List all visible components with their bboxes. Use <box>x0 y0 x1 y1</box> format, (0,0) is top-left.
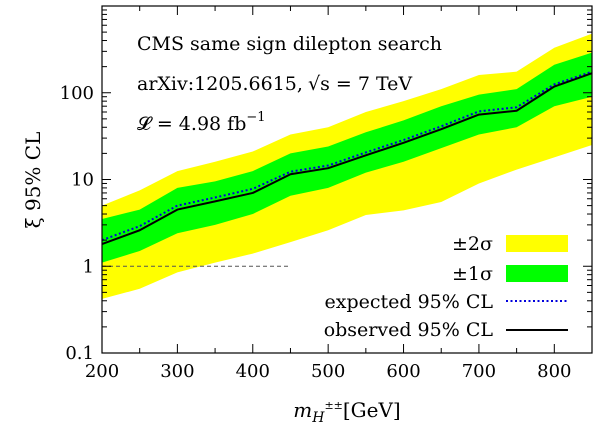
annotation-lumi-exp: −1 <box>246 110 265 125</box>
annotation-lumi-main: 𝓛 = 4.98 fb <box>137 113 246 135</box>
x-tick-label: 500 <box>311 361 345 382</box>
x-axis-title: mH±±[GeV] <box>293 398 401 424</box>
x-axis-title-sub: H <box>311 410 325 424</box>
y-axis-title: ξ 95% CL <box>21 132 45 229</box>
annotation-arxiv: arXiv:1205.6615, <box>137 73 303 95</box>
y-tick-label: 100 <box>60 83 94 104</box>
x-axis-title-sup: ±± <box>324 399 342 412</box>
x-tick-label: 800 <box>537 361 571 382</box>
x-tick-label: 400 <box>236 361 270 382</box>
x-tick-label: 700 <box>462 361 496 382</box>
annotation-energy: √s = 7 TeV <box>308 73 412 95</box>
legend: ±2σ ±1σ expected 95% CL observed 95% CL <box>324 233 568 341</box>
y-tick-label: 10 <box>71 170 94 191</box>
observed-limit-line <box>101 72 593 246</box>
legend-label-2sigma: ±2σ <box>452 233 493 255</box>
x-axis-title-unit: [GeV] <box>343 398 401 422</box>
legend-swatch-1sigma <box>506 265 568 282</box>
lines-layer <box>101 70 593 267</box>
y-tick-label: 1 <box>83 256 94 277</box>
band-1sigma <box>102 52 592 263</box>
legend-label-observed: observed 95% CL <box>324 319 494 341</box>
x-tick-label: 200 <box>85 361 119 382</box>
ticks-layer <box>101 6 593 354</box>
x-tick-label: 600 <box>386 361 420 382</box>
x-axis-title-main: m <box>293 398 312 422</box>
annotation-title: CMS same sign dilepton search <box>137 33 442 55</box>
tick-labels-layer: 200 300 400 500 600 700 800 0.1 1 10 100 <box>60 83 572 382</box>
legend-swatch-2sigma <box>506 235 568 252</box>
legend-label-1sigma: ±1σ <box>452 263 493 285</box>
annotation-lumi: 𝓛 = 4.98 fb−1 <box>137 110 266 135</box>
bands-layer <box>102 33 592 299</box>
legend-label-expected: expected 95% CL <box>324 291 493 313</box>
x-tick-label: 300 <box>160 361 194 382</box>
y-tick-label: 0.1 <box>65 343 94 364</box>
